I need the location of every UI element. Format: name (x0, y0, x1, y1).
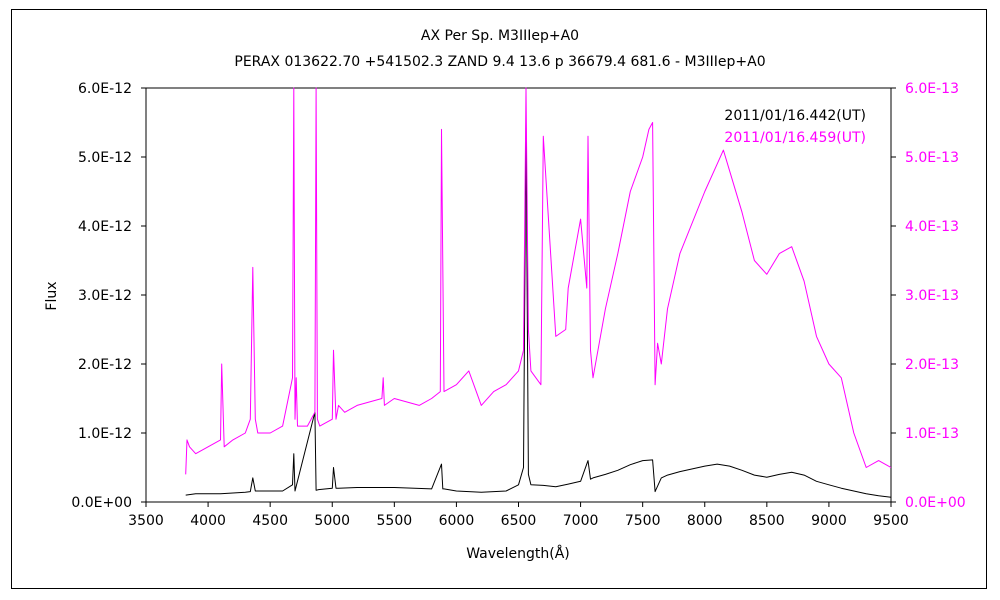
plot-area (145, 87, 892, 503)
y-left-tick-label: 4.0E-12 (78, 219, 132, 235)
x-tick-label: 9500 (873, 513, 909, 529)
x-tick-label: 4500 (252, 513, 288, 529)
x-tick-label: 6000 (439, 513, 475, 529)
y-left-tick-label: 2.0E-12 (78, 357, 132, 373)
x-tick-label: 5500 (377, 513, 413, 529)
y-right-tick-label: 0.0E+00 (905, 495, 966, 511)
y-left-tick-label: 0.0E+00 (71, 495, 132, 511)
chart-subtitle: PERAX 013622.70 +541502.3 ZAND 9.4 13.6 … (234, 54, 765, 70)
x-tick-label: 7500 (625, 513, 661, 529)
legend: 2011/01/16.442(UT) 2011/01/16.459(UT) (724, 108, 866, 146)
series-line-1 (185, 122, 892, 498)
y-axis-label: Flux (44, 281, 60, 310)
y-right-tick-label: 6.0E-13 (905, 81, 959, 97)
chart-frame (11, 9, 987, 589)
x-tick-label: 6500 (501, 513, 537, 529)
x-tick-label: 5000 (314, 513, 350, 529)
x-tick-label: 8000 (687, 513, 723, 529)
x-tick-label: 3500 (128, 513, 164, 529)
y-right-tick-label: 3.0E-13 (905, 288, 959, 304)
y-right-tick-label: 2.0E-13 (905, 357, 959, 373)
series-line-2 (185, 87, 892, 475)
series-layer (185, 87, 892, 498)
legend-label-series-2: 2011/01/16.459(UT) (724, 130, 866, 146)
y-right-tick-label: 5.0E-13 (905, 150, 959, 166)
legend-label-series-1: 2011/01/16.442(UT) (724, 108, 866, 124)
x-axis-label: Wavelength(Å) (466, 545, 570, 562)
x-tick-label: 8500 (749, 513, 785, 529)
y-left-tick-label: 5.0E-12 (78, 150, 132, 166)
x-tick-label: 7000 (563, 513, 599, 529)
x-tick-label: 9000 (811, 513, 847, 529)
x-tick-label: 4000 (190, 513, 226, 529)
y-left-tick-label: 1.0E-12 (78, 426, 132, 442)
axis-layer: 3500 4000 4500 5000 5500 6000 6500 7000 7500 8000… (71, 81, 965, 529)
y-right-tick-label: 4.0E-13 (905, 219, 959, 235)
y-left-tick-label: 3.0E-12 (78, 288, 132, 304)
chart-title: AX Per Sp. M3IIIep+A0 (421, 28, 579, 44)
y-left-tick-label: 6.0E-12 (78, 81, 132, 97)
y-right-tick-label: 1.0E-13 (905, 426, 959, 442)
